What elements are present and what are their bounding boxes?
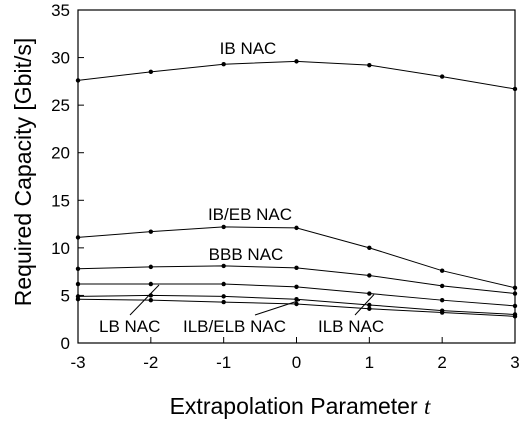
data-point [294,265,299,271]
series-label: BBB NAC [209,245,284,264]
x-tick-label: -1 [216,353,231,372]
series-line [77,265,516,295]
data-point [294,301,299,307]
y-tick-label: 0 [61,334,70,353]
data-point [439,268,445,273]
series-label: ILB NAC [318,317,384,336]
data-point [75,266,81,271]
data-point [367,306,372,311]
series-label: LB NAC [99,317,160,336]
data-point [294,225,299,231]
data-point [367,245,372,251]
x-tick-label: -2 [143,353,158,372]
data-point [512,291,518,296]
x-axis-title-text: Extrapolation Parameter [170,393,418,419]
label-leader-line [254,299,301,316]
series-ib-nac [75,59,518,92]
data-point [221,263,226,269]
data-point [148,281,154,287]
data-point [439,74,445,79]
y-tick-label: 20 [51,144,70,163]
data-point [221,224,226,230]
x-axis: -3 -2 -1 0 1 2 3 [70,337,519,372]
y-tick-label: 15 [51,191,70,210]
series-layer [75,59,518,319]
data-point [221,281,226,287]
data-point [512,303,518,309]
y-tick-label: 35 [51,1,70,20]
data-point [75,281,81,287]
y-tick-label: 10 [51,239,70,258]
data-point [75,297,81,302]
data-point [221,299,226,305]
x-axis-title: Extrapolation Parameter t [170,393,431,419]
series-label: ILB/ELB NAC [183,317,286,336]
x-tick-label: 3 [510,353,519,372]
data-point [367,273,372,278]
x-axis-variable: t [424,394,431,419]
data-point [512,314,518,319]
data-point [439,283,445,289]
data-point [148,264,154,270]
series-line [77,226,516,289]
y-tick-label: 25 [51,96,70,115]
series-labels: IB NAC IB/EB NAC BBB NAC LB NAC ILB/ELB NAC I… [99,39,384,336]
series-lb-nac [75,281,518,309]
data-point [148,229,154,234]
series-label: IB/EB NAC [208,205,292,224]
label-leader-line [354,294,375,316]
y-axis: 0 5 10 15 20 25 30 35 [51,1,84,353]
x-tick-label: 0 [292,353,301,372]
data-point [221,62,226,67]
data-point [294,284,299,290]
series-line [77,60,516,90]
data-point [439,310,445,315]
y-tick-label: 30 [51,49,70,68]
x-tick-label: -3 [70,353,85,372]
data-point [294,297,299,302]
x-tick-label: 1 [365,353,374,372]
series-ib-eb-nac [75,224,518,291]
data-point [75,78,81,83]
series-bbb-nac [75,263,518,296]
series-ilb-nac [75,297,518,319]
y-tick-label: 5 [61,286,70,305]
data-point [148,297,154,303]
label-leader-line [129,284,160,316]
data-point [148,69,154,75]
y-axis-title: Required Capacity [Gbit/s] [10,38,36,306]
data-point [512,285,518,291]
data-point [75,235,81,240]
series-label: IB NAC [220,39,277,58]
data-point [294,59,299,64]
data-point [512,86,518,92]
data-point [367,62,372,68]
data-point [221,294,226,299]
data-point [367,291,372,296]
data-point [439,297,445,303]
data-point [367,302,372,308]
x-tick-label: 2 [437,353,446,372]
